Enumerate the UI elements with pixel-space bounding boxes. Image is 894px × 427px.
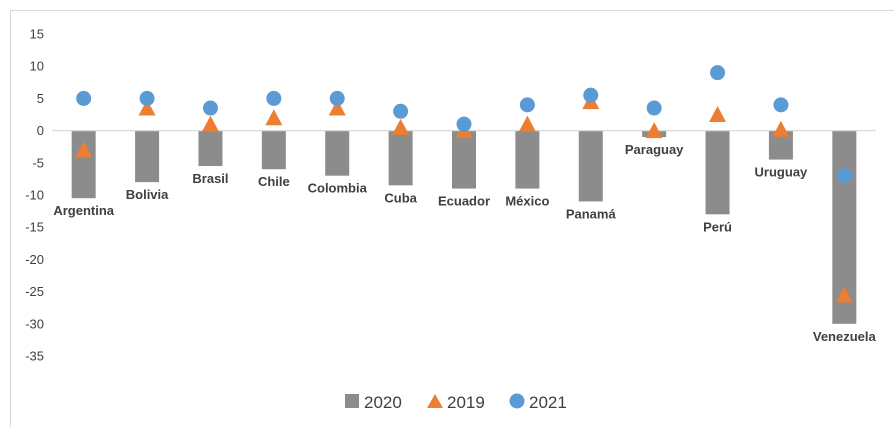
y-tick-label: 5 bbox=[37, 91, 44, 106]
legend-triangle-swatch bbox=[427, 394, 443, 408]
marker-2019 bbox=[772, 120, 790, 137]
marker-2021 bbox=[139, 90, 155, 106]
marker-2019 bbox=[75, 141, 93, 158]
marker-2021 bbox=[393, 103, 409, 119]
marker-2021 bbox=[202, 100, 218, 116]
y-tick-label: 0 bbox=[37, 123, 44, 138]
marker-2019 bbox=[138, 99, 156, 116]
category-label: Brasil bbox=[192, 171, 228, 186]
bar-2020 bbox=[325, 130, 350, 176]
category-label: Paraguay bbox=[625, 142, 684, 157]
marker-2021 bbox=[519, 97, 535, 113]
bar-2020 bbox=[388, 130, 413, 186]
marker-2021 bbox=[583, 87, 599, 103]
marker-layer bbox=[75, 65, 853, 303]
marker-2021 bbox=[76, 90, 92, 106]
bar-2020 bbox=[135, 130, 160, 183]
y-tick-label: -10 bbox=[25, 188, 44, 203]
legend-label: 2021 bbox=[529, 393, 567, 412]
category-label: Panamá bbox=[566, 206, 617, 221]
y-tick-label: 15 bbox=[30, 27, 44, 42]
category-labels: Argentina Bolivia Brasil Chile Colombia Cuba E… bbox=[53, 142, 876, 344]
marker-2021 bbox=[329, 90, 345, 106]
legend: 2020 2019 2021 bbox=[345, 393, 567, 412]
category-label: Colombia bbox=[308, 181, 368, 196]
marker-2019 bbox=[265, 109, 283, 126]
y-tick-label: -15 bbox=[25, 220, 44, 235]
category-label: Argentina bbox=[53, 203, 114, 218]
category-label: Cuba bbox=[384, 190, 417, 205]
marker-2019 bbox=[518, 115, 536, 132]
category-label: Bolivia bbox=[126, 187, 169, 202]
marker-2019 bbox=[392, 118, 410, 135]
y-tick-label: -35 bbox=[25, 349, 44, 364]
marker-2019 bbox=[835, 286, 853, 303]
bar-2020 bbox=[261, 130, 286, 170]
marker-2021 bbox=[646, 100, 662, 116]
category-label: Uruguay bbox=[755, 165, 809, 180]
bar-2020 bbox=[515, 130, 540, 189]
legend-bar-swatch bbox=[345, 394, 359, 408]
legend-label: 2019 bbox=[447, 393, 485, 412]
marker-2019 bbox=[201, 115, 219, 132]
bar-2020 bbox=[705, 130, 730, 215]
bar-layer bbox=[71, 130, 857, 324]
category-label: Venezuela bbox=[813, 329, 877, 344]
y-tick-label: -25 bbox=[25, 284, 44, 299]
bar-2020 bbox=[452, 130, 476, 189]
legend-label: 2020 bbox=[364, 393, 402, 412]
marker-2021 bbox=[836, 168, 852, 184]
y-tick-label: -20 bbox=[25, 252, 44, 267]
chart-frame bbox=[10, 10, 894, 427]
bar-2020 bbox=[71, 130, 96, 199]
marker-2019 bbox=[328, 99, 346, 116]
y-tick-label: 10 bbox=[30, 59, 44, 74]
bar-2020 bbox=[578, 130, 603, 202]
marker-2019 bbox=[645, 122, 663, 139]
y-tick-label: -5 bbox=[32, 155, 44, 170]
bar-2020 bbox=[198, 130, 223, 167]
marker-2021 bbox=[456, 116, 472, 132]
marker-2021 bbox=[773, 97, 789, 113]
legend-circle-swatch bbox=[509, 393, 525, 409]
marker-2021 bbox=[266, 90, 282, 106]
category-label: Ecuador bbox=[438, 194, 490, 209]
y-tick-label: -30 bbox=[25, 316, 44, 331]
category-label: México bbox=[505, 194, 549, 209]
category-label: Perú bbox=[703, 219, 732, 234]
category-label: Chile bbox=[258, 174, 290, 189]
marker-2021 bbox=[710, 65, 726, 81]
y-axis-ticks: 15 10 5 0 -5 -10 -15 -20 -25 -30 -35 bbox=[25, 27, 44, 364]
marker-2019 bbox=[709, 106, 727, 122]
